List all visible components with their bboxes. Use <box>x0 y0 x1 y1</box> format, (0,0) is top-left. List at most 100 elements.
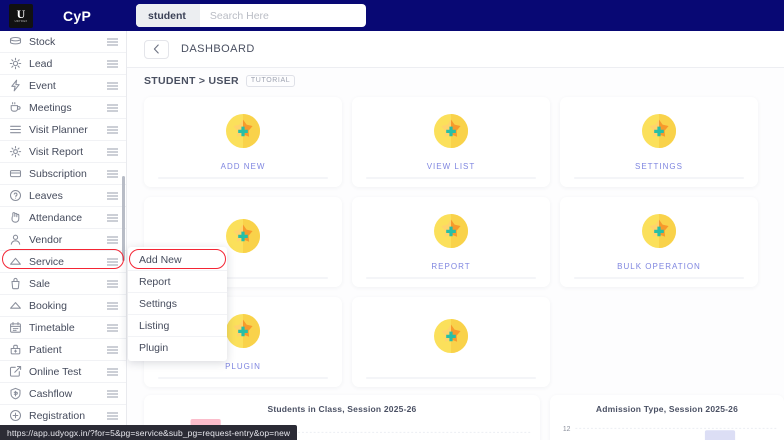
sale-icon <box>9 277 22 290</box>
visit-report-icon <box>9 145 22 158</box>
chevron-left-icon <box>153 44 159 54</box>
sidebar-item-menu-icon[interactable] <box>107 38 118 45</box>
svg-text:12: 12 <box>563 426 571 433</box>
sidebar-item-event[interactable]: Event <box>0 75 126 97</box>
star-plus-icon <box>429 109 473 153</box>
back-button[interactable] <box>144 39 169 59</box>
tile-report[interactable]: REPORT <box>352 197 550 287</box>
vendor-icon <box>9 233 22 246</box>
sidebar-item-label: Registration <box>29 409 86 422</box>
tile-settings[interactable]: SETTINGS <box>560 97 758 187</box>
sidebar-item-vendor[interactable]: Vendor <box>0 229 126 251</box>
sidebar-scrollbar-thumb[interactable] <box>122 176 125 261</box>
sidebar-item-menu-icon[interactable] <box>107 258 118 265</box>
sidebar-item-registration[interactable]: Registration <box>0 405 126 427</box>
sidebar-item-cashflow[interactable]: Cashflow <box>0 383 126 405</box>
sidebar-item-menu-icon[interactable] <box>107 148 118 155</box>
sidebar-item-service[interactable]: Service <box>0 251 126 273</box>
submenu-item-report[interactable]: Report <box>128 271 227 293</box>
patient-icon <box>9 343 22 356</box>
sidebar-item-online-test[interactable]: Online Test <box>0 361 126 383</box>
logo-subtext: UDYOGX <box>14 19 28 23</box>
tile-label: PLUGIN <box>225 362 261 371</box>
sidebar-item-menu-icon[interactable] <box>107 236 118 243</box>
sidebar: Stock Lead Event Meetings Visit Planner Visit… <box>0 31 127 440</box>
sidebar-item-label: Lead <box>29 57 53 70</box>
sidebar-item-menu-icon[interactable] <box>107 192 118 199</box>
chart-title: Students in Class, Session 2025-26 <box>267 404 417 414</box>
submenu-item-plugin[interactable]: Plugin <box>139 342 169 354</box>
event-icon <box>9 79 22 92</box>
top-navbar: U UDYOGX CyP student <box>0 0 784 31</box>
submenu-item-settings[interactable]: Settings <box>128 293 227 315</box>
sidebar-item-menu-icon[interactable] <box>107 60 118 67</box>
sidebar-item-label: Subscription <box>29 167 87 180</box>
sidebar-item-visit-planner[interactable]: Visit Planner <box>0 119 126 141</box>
sidebar-item-menu-icon[interactable] <box>107 214 118 221</box>
service-submenu: Add New Report Settings Listing Plugin <box>128 247 227 361</box>
sidebar-scrollbar[interactable] <box>122 31 126 440</box>
tile-add-new[interactable]: ADD NEW <box>144 97 342 187</box>
sidebar-item-label: Stock <box>29 35 56 48</box>
sidebar-item-menu-icon[interactable] <box>107 412 118 419</box>
breadcrumb-path: STUDENT > USER <box>144 74 239 87</box>
sidebar-item-label: Online Test <box>29 365 82 378</box>
search-input[interactable] <box>199 4 366 27</box>
lead-icon <box>9 57 22 70</box>
sidebar-item-attendance[interactable]: Attendance <box>0 207 126 229</box>
sidebar-item-label: Sale <box>29 277 51 290</box>
sidebar-item-menu-icon[interactable] <box>107 280 118 287</box>
sidebar-item-menu-icon[interactable] <box>107 302 118 309</box>
sidebar-item-booking[interactable]: Booking <box>0 295 126 317</box>
star-plus-icon <box>221 214 265 258</box>
cashflow-icon <box>9 387 22 400</box>
sidebar-item-lead[interactable]: Lead <box>0 53 126 75</box>
sidebar-item-menu-icon[interactable] <box>107 170 118 177</box>
subscription-icon <box>9 167 22 180</box>
sidebar-item-label: Visit Report <box>29 145 84 158</box>
sidebar-item-label: Event <box>29 79 56 92</box>
submenu-item-add-new[interactable]: Add New <box>128 249 227 271</box>
booking-icon <box>9 299 22 312</box>
sidebar-item-stock[interactable]: Stock <box>0 31 126 53</box>
timetable-icon <box>9 321 22 334</box>
tile-partial-3[interactable] <box>144 197 342 287</box>
star-plus-icon <box>221 109 265 153</box>
sidebar-item-menu-icon[interactable] <box>107 104 118 111</box>
sidebar-item-leaves[interactable]: Leaves <box>0 185 126 207</box>
tile-bulk-operation[interactable]: BULK OPERATION <box>560 197 758 287</box>
star-plus-icon <box>429 314 473 358</box>
sidebar-item-sale[interactable]: Sale <box>0 273 126 295</box>
chart-title: Admission Type, Session 2025-26 <box>595 404 739 414</box>
sidebar-item-menu-icon[interactable] <box>107 126 118 133</box>
sidebar-item-timetable[interactable]: Timetable <box>0 317 126 339</box>
tutorial-badge[interactable]: TUTORIAL <box>245 74 296 87</box>
tile-label: SETTINGS <box>634 162 683 171</box>
visit-planner-icon <box>9 123 22 136</box>
breadcrumb-bar: DASHBOARD <box>127 31 784 68</box>
sidebar-item-label: Cashflow <box>29 387 73 400</box>
sidebar-item-menu-icon[interactable] <box>107 324 118 331</box>
sidebar-item-patient[interactable]: Patient <box>0 339 126 361</box>
sidebar-item-visit-report[interactable]: Visit Report <box>0 141 126 163</box>
tile-view-list[interactable]: VIEW LIST <box>352 97 550 187</box>
submenu-item-listing[interactable]: Listing <box>128 315 227 337</box>
sidebar-item-menu-icon[interactable] <box>107 82 118 89</box>
search-scope-label[interactable]: student <box>136 4 200 27</box>
sidebar-item-subscription[interactable]: Subscription <box>0 163 126 185</box>
sidebar-item-meetings[interactable]: Meetings <box>0 97 126 119</box>
search-bar[interactable]: student <box>136 4 366 27</box>
brand-title: CyP <box>63 7 92 24</box>
sidebar-item-label: Visit Planner <box>29 123 88 136</box>
sidebar-item-menu-icon[interactable] <box>107 346 118 353</box>
tile-label: ADD NEW <box>220 162 266 171</box>
tile-label: REPORT <box>431 262 471 271</box>
sidebar-item-menu-icon[interactable] <box>107 390 118 397</box>
tile-label: BULK OPERATION <box>617 262 701 271</box>
meetings-icon <box>9 101 22 114</box>
sidebar-item-label: Timetable <box>29 321 75 334</box>
tile-partial-7[interactable] <box>352 297 550 387</box>
sidebar-item-menu-icon[interactable] <box>107 368 118 375</box>
app-logo[interactable]: U UDYOGX <box>9 3 33 28</box>
main-content: DASHBOARD STUDENT > USER TUTORIAL ADD NE… <box>127 31 784 440</box>
